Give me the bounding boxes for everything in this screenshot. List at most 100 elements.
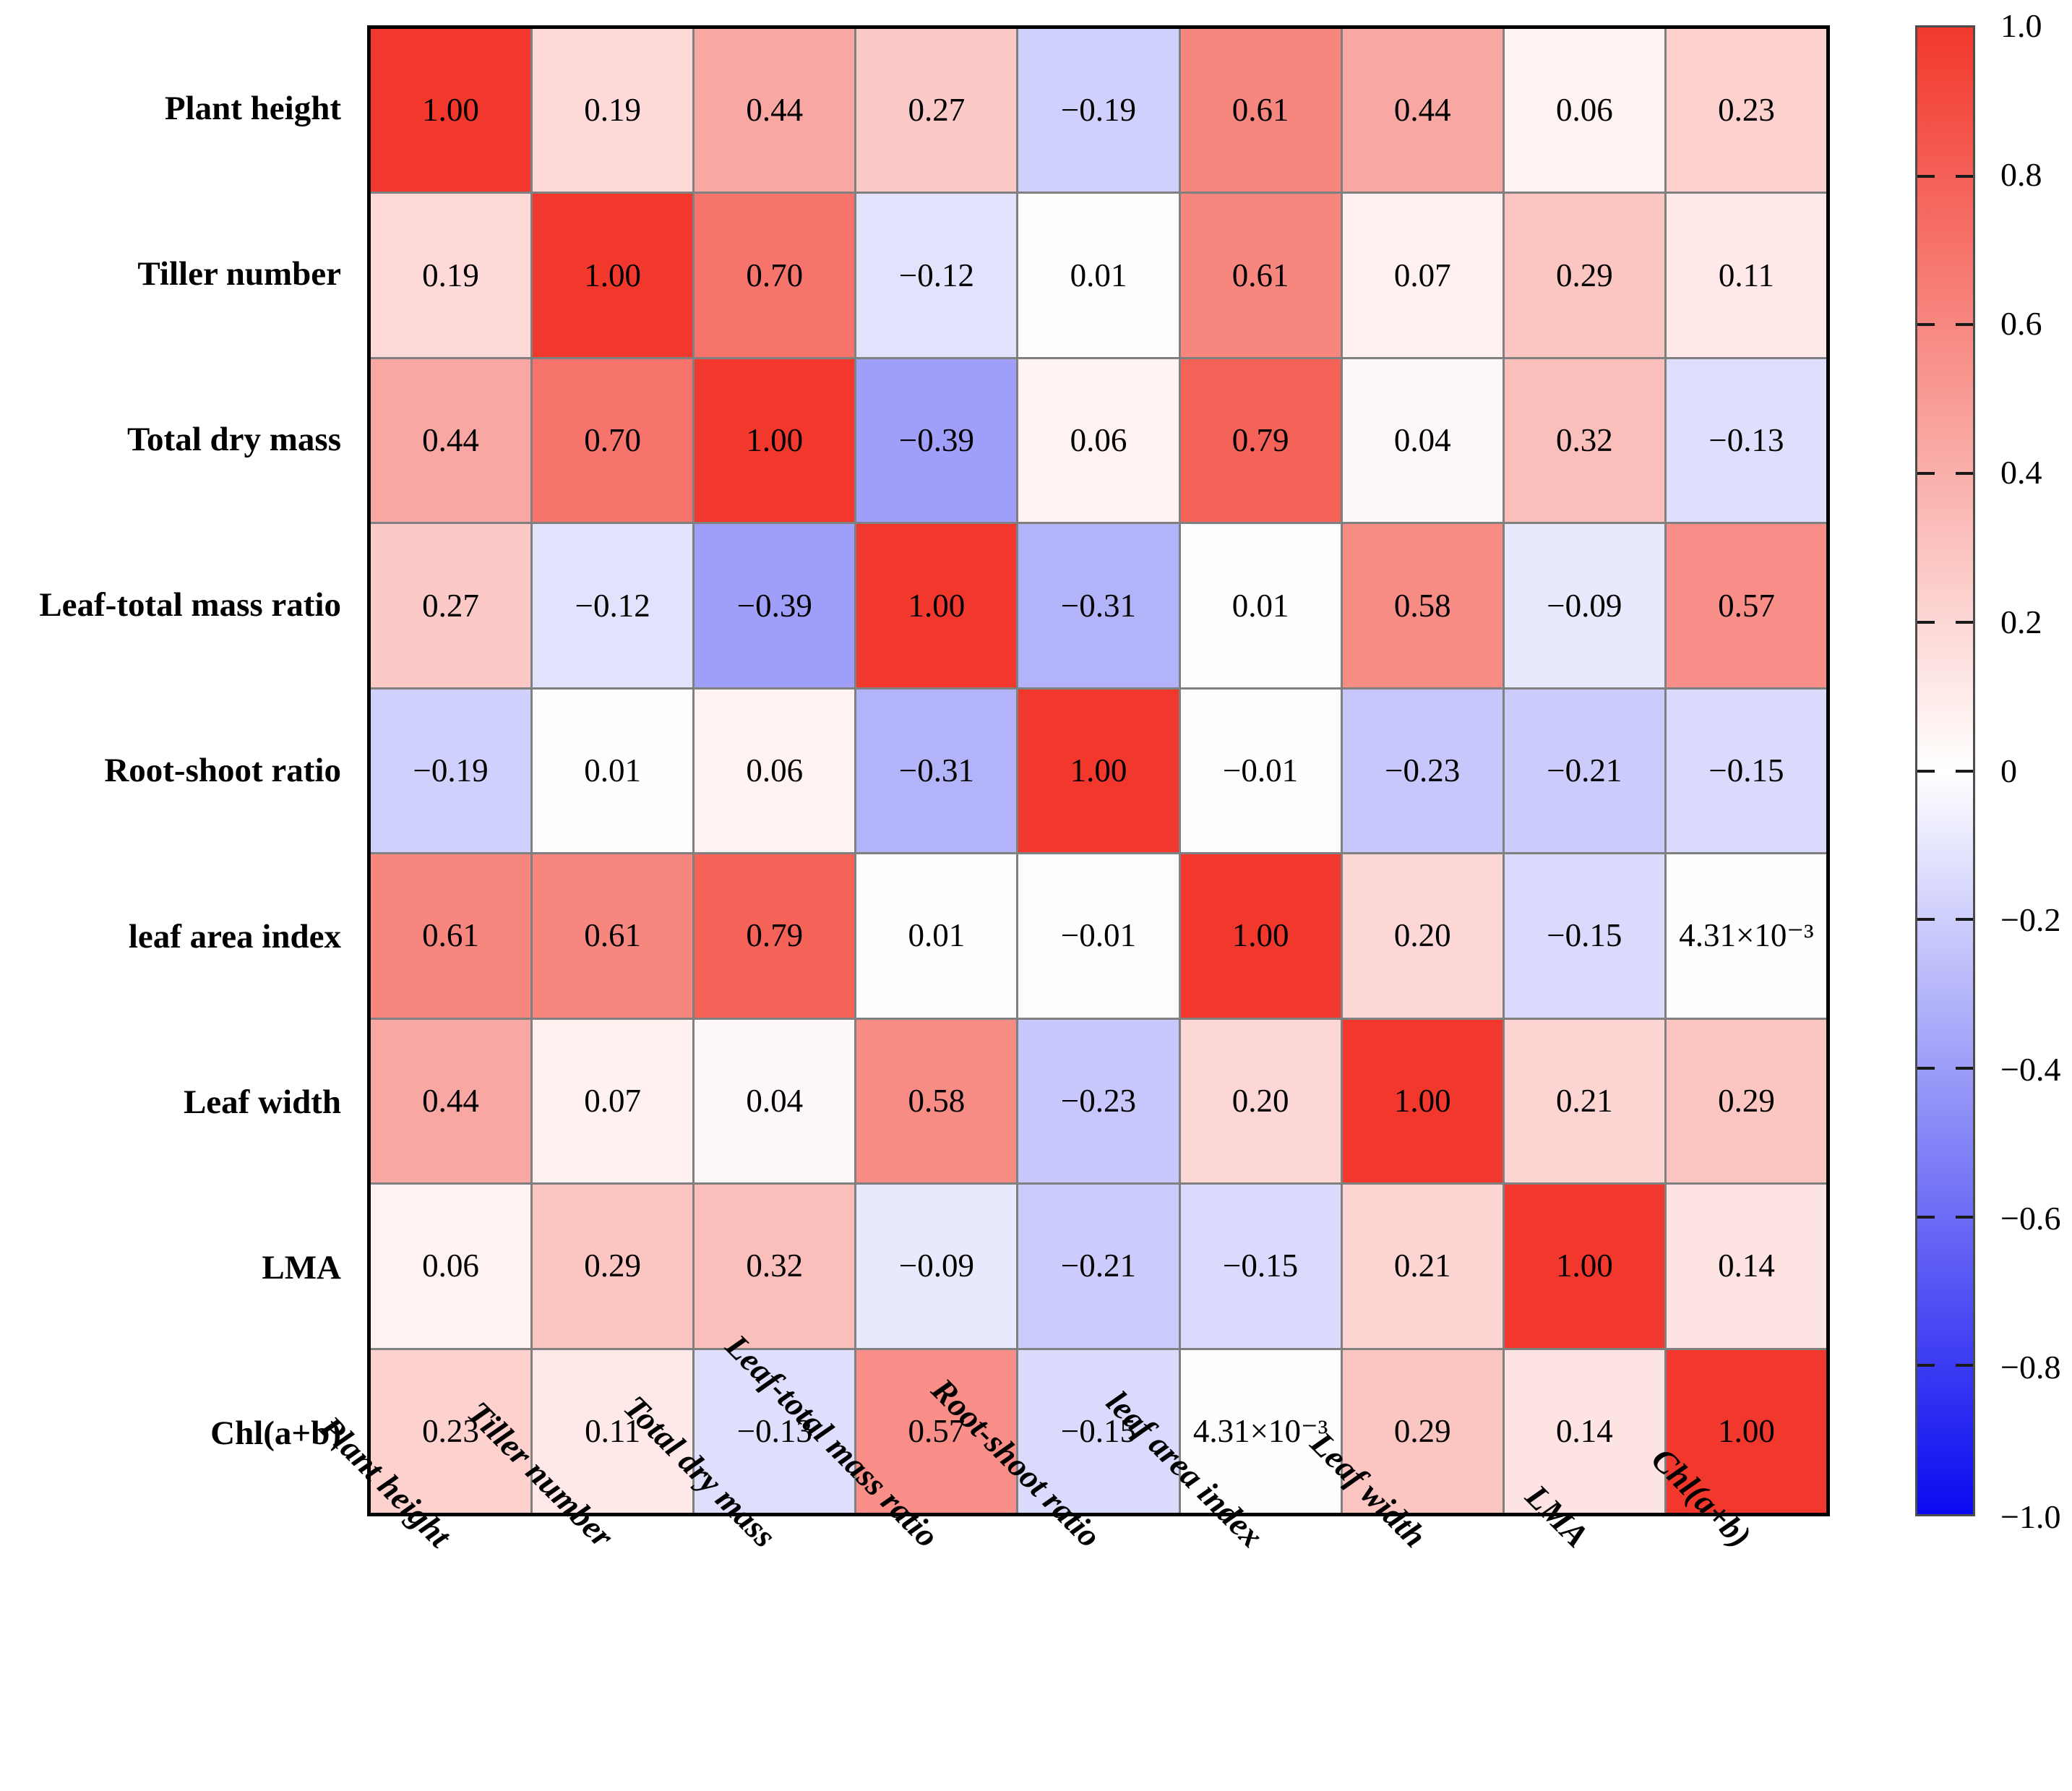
heatmap-cell: 0.11 [533, 1349, 693, 1513]
heatmap-cell: 0.21 [1342, 1185, 1503, 1348]
heatmap-cell: −0.39 [695, 524, 855, 687]
heatmap-cell: 1.00 [1018, 689, 1179, 853]
heatmap-cell: 0.14 [1504, 1349, 1664, 1513]
heatmap-cell: −0.39 [856, 358, 1017, 523]
heatmap-grid: 1.00 0.19 0.44 0.27 −0.19 0.61 0.44 0.06 0.23 0.1… [367, 25, 1830, 1516]
heatmap-cell: 0.57 [856, 1349, 1017, 1513]
heatmap-cell: 4.31×10⁻³ [1180, 1349, 1341, 1513]
heatmap-cell: 0.61 [533, 854, 693, 1018]
y-axis-label: Total dry mass [127, 421, 341, 459]
heatmap-cell: 1.00 [1504, 1185, 1664, 1348]
heatmap-cell: −0.23 [1018, 1019, 1179, 1183]
colorbar-tick [1917, 1066, 1935, 1070]
heatmap-cell: −0.09 [1504, 524, 1664, 687]
heatmap-cell: 0.01 [1018, 194, 1179, 357]
heatmap-cell: −0.15 [1504, 854, 1664, 1018]
heatmap-cell: 0.06 [695, 689, 855, 853]
heatmap-cell: −0.15 [1018, 1349, 1179, 1513]
heatmap-cell: 0.79 [1180, 358, 1341, 523]
heatmap-cell: −0.15 [1666, 689, 1826, 853]
heatmap-cell: −0.21 [1018, 1185, 1179, 1348]
colorbar-tick [1956, 1066, 1973, 1070]
heatmap-cell: 0.19 [533, 29, 693, 192]
heatmap-cell: 0.23 [371, 1349, 531, 1513]
heatmap-cell: −0.01 [1180, 689, 1341, 853]
heatmap-cell: 0.29 [1342, 1349, 1503, 1513]
colorbar-tick [1956, 323, 1973, 327]
colorbar-tick [1956, 620, 1973, 624]
heatmap-cell: 0.79 [695, 854, 855, 1018]
heatmap-cell: 0.44 [371, 1019, 531, 1183]
y-axis-label: Chl(a+b) [210, 1414, 341, 1453]
heatmap-cell: −0.31 [856, 689, 1017, 853]
heatmap-cell: 0.01 [856, 854, 1017, 1018]
heatmap-cell: 0.21 [1504, 1019, 1664, 1183]
heatmap-cell: 0.14 [1666, 1185, 1826, 1348]
heatmap-cell: 0.58 [856, 1019, 1017, 1183]
heatmap-cell: 0.29 [1666, 1019, 1826, 1183]
heatmap-cell: −0.13 [1666, 358, 1826, 523]
heatmap-cell: 0.58 [1342, 524, 1503, 687]
y-axis-label: Leaf width [183, 1083, 341, 1121]
heatmap-cell: 0.32 [695, 1185, 855, 1348]
y-axis-label: Tiller number [137, 254, 341, 293]
heatmap-cell: −0.01 [1018, 854, 1179, 1018]
colorbar-tick [1917, 769, 1935, 773]
heatmap-cell: 0.61 [1180, 194, 1341, 357]
heatmap-cell: 0.06 [1018, 358, 1179, 523]
heatmap-cell: 0.32 [1504, 358, 1664, 523]
heatmap-cell: 0.07 [1342, 194, 1503, 357]
heatmap-cell: −0.19 [371, 689, 531, 853]
heatmap-cell: −0.13 [695, 1349, 855, 1513]
colorbar-tick [1917, 323, 1935, 327]
heatmap-cell: 1.00 [1342, 1019, 1503, 1183]
heatmap-cell: 0.01 [1180, 524, 1341, 687]
heatmap-cell: 0.04 [695, 1019, 855, 1183]
heatmap-cell: 0.20 [1180, 1019, 1341, 1183]
heatmap-cell: −0.21 [1504, 689, 1664, 853]
heatmap-cell: 0.70 [695, 194, 855, 357]
heatmap-cell: 1.00 [1180, 854, 1341, 1018]
colorbar-tick [1956, 769, 1973, 773]
heatmap-cell: 4.31×10⁻³ [1666, 854, 1826, 1018]
colorbar-tick [1917, 918, 1935, 922]
heatmap-cell: 0.04 [1342, 358, 1503, 523]
heatmap-cell: 0.44 [695, 29, 855, 192]
heatmap-cell: 0.57 [1666, 524, 1826, 687]
heatmap-cell: 0.19 [371, 194, 531, 357]
y-axis-label: Plant height [164, 89, 341, 127]
heatmap-cell: 0.06 [1504, 29, 1664, 192]
heatmap-cell: −0.15 [1180, 1185, 1341, 1348]
colorbar-tick [1956, 174, 1973, 178]
colorbar-tick [1917, 472, 1935, 476]
colorbar-tick [1956, 918, 1973, 922]
heatmap-cell: −0.23 [1342, 689, 1503, 853]
colorbar [1915, 25, 1975, 1516]
heatmap-cell: 0.27 [371, 524, 531, 687]
heatmap-cell: 0.61 [1180, 29, 1341, 192]
colorbar-tick [1956, 472, 1973, 476]
heatmap-cell: 0.61 [371, 854, 531, 1018]
y-axis-label: leaf area index [128, 917, 341, 955]
heatmap-cell: 0.44 [1342, 29, 1503, 192]
colorbar-tick [1917, 620, 1935, 624]
heatmap-cell: 0.20 [1342, 854, 1503, 1018]
heatmap-cell: 0.70 [533, 358, 693, 523]
colorbar-tick [1917, 1215, 1935, 1219]
heatmap-cell: 1.00 [856, 524, 1017, 687]
heatmap-cell: 0.01 [533, 689, 693, 853]
heatmap-cell: 0.11 [1666, 194, 1826, 357]
colorbar-tick [1917, 1364, 1935, 1367]
y-axis-label: Root-shoot ratio [104, 752, 341, 790]
heatmap-cell: 1.00 [533, 194, 693, 357]
heatmap-cell: −0.12 [533, 524, 693, 687]
y-axis-label: LMA [262, 1249, 341, 1287]
heatmap-cell: 0.23 [1666, 29, 1826, 192]
heatmap-cell: 1.00 [695, 358, 855, 523]
heatmap-cell: 0.44 [371, 358, 531, 523]
heatmap-cell: −0.31 [1018, 524, 1179, 687]
heatmap-cell: −0.09 [856, 1185, 1017, 1348]
colorbar-tick [1956, 1364, 1973, 1367]
heatmap-cell: 0.27 [856, 29, 1017, 192]
